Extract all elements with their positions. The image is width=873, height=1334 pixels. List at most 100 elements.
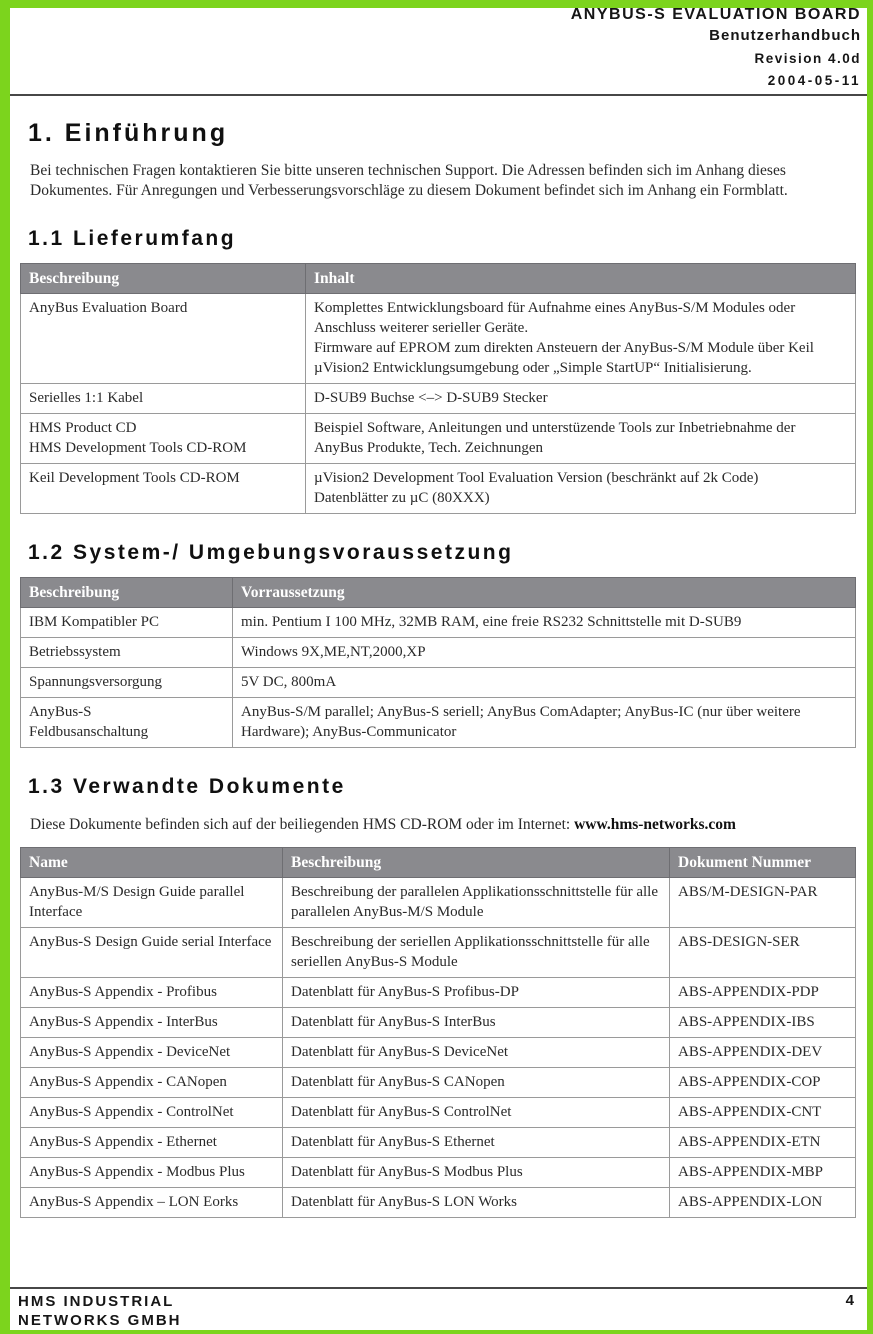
table-header-row: Beschreibung Vorraussetzung [20,577,856,608]
table-cell: AnyBus-S Appendix - ControlNet [20,1096,283,1128]
table-cell: ABS-APPENDIX-DEV [669,1036,856,1068]
table-cell: AnyBus-S Appendix - Modbus Plus [20,1156,283,1188]
table-cell: Datenblatt für AnyBus-S LON Works [282,1186,670,1218]
section-1-paragraph: Bei technischen Fragen kontaktieren Sie … [30,162,788,199]
column-header: Vorraussetzung [232,577,856,608]
table-cell: AnyBus-S Appendix - CANopen [20,1066,283,1098]
table-cell: Beschreibung der seriellen Applikationss… [282,926,670,978]
table-cell: ABS-DESIGN-SER [669,926,856,978]
table-cell: Datenblatt für AnyBus-S InterBus [282,1006,670,1038]
table-row: Keil Development Tools CD-ROM µVision2 D… [20,463,856,514]
table-row: AnyBus-S Appendix - Profibus Datenblatt … [20,976,856,1008]
table-cell: AnyBus Evaluation Board [20,293,306,384]
table-cell: ABS-APPENDIX-LON [669,1186,856,1218]
table-cell: Datenblatt für AnyBus-S ControlNet [282,1096,670,1128]
page-number: 4 [845,1292,855,1309]
table-cell: ABS-APPENDIX-CNT [669,1096,856,1128]
table-row: Spannungsversorgung 5V DC, 800mA [20,667,856,698]
table-cell: AnyBus-S Design Guide serial Interface [20,926,283,978]
document-page: ANYBUS-S EVALUATION BOARD Benutzerhandbu… [10,8,867,1330]
footer-divider [10,1287,867,1289]
doc-date: 2004-05-11 [767,73,861,88]
doc-title: ANYBUS-S EVALUATION BOARD [570,8,861,23]
table-cell: min. Pentium I 100 MHz, 32MB RAM, eine f… [232,607,856,638]
column-header: Dokument Nummer [669,846,856,878]
table-cell: ABS-APPENDIX-MBP [669,1156,856,1188]
column-header: Name [20,846,283,878]
document-body: 1. Einführung Bei technischen Fragen kon… [10,119,867,1218]
section-1-3-intro: Diese Dokumente befinden sich auf der be… [30,815,856,835]
lieferumfang-table: Beschreibung Inhalt AnyBus Evaluation Bo… [20,263,856,514]
table-row: AnyBus-M/S Design Guide parallel Interfa… [20,876,856,928]
column-header: Inhalt [305,263,856,294]
table-cell: AnyBus-S Appendix - Profibus [20,976,283,1008]
table-cell: Spannungsversorgung [20,667,233,698]
section-1-title: 1. Einführung [28,119,229,147]
table-cell: ABS-APPENDIX-COP [669,1066,856,1098]
table-cell: ABS-APPENDIX-IBS [669,1006,856,1038]
document-footer: HMS INDUSTRIAL NETWORKS GMBH 4 [10,1287,867,1330]
table-cell: HMS Product CD HMS Development Tools CD-… [20,413,306,464]
doc-subtitle: Benutzerhandbuch [709,27,861,44]
table-cell: Windows 9X,ME,NT,2000,XP [232,637,856,668]
hms-networks-link[interactable]: www.hms-networks.com [574,816,736,833]
table-header-row: Beschreibung Inhalt [20,263,856,294]
table-row: AnyBus-S Design Guide serial Interface B… [20,926,856,978]
table-cell: 5V DC, 800mA [232,667,856,698]
company-line-1: HMS INDUSTRIAL [18,1293,175,1310]
table-row: IBM Kompatibler PC min. Pentium I 100 MH… [20,607,856,638]
voraussetzung-table: Beschreibung Vorraussetzung IBM Kompatib… [20,577,856,748]
table-cell: AnyBus-S Appendix – LON Eorks [20,1186,283,1218]
table-row: AnyBus-S Appendix - Ethernet Datenblatt … [20,1126,856,1158]
table-row: AnyBus-S Appendix - ControlNet Datenblat… [20,1096,856,1128]
column-header: Beschreibung [20,577,233,608]
dokumente-table: Name Beschreibung Dokument Nummer AnyBus… [20,846,856,1218]
table-cell: Datenblatt für AnyBus-S CANopen [282,1066,670,1098]
table-row: AnyBus-S Appendix - InterBus Datenblatt … [20,1006,856,1038]
company-line-2: NETWORKS GMBH [18,1312,182,1329]
section-1-1-title: 1.1 Lieferumfang [28,227,237,250]
table-cell: D-SUB9 Buchse <–> D-SUB9 Stecker [305,383,856,414]
table-row: AnyBus Evaluation Board Komplettes Entwi… [20,293,856,384]
table-cell: AnyBus-S Feldbusanschaltung [20,697,233,748]
table-row: Betriebssystem Windows 9X,ME,NT,2000,XP [20,637,856,668]
table-cell: AnyBus-M/S Design Guide parallel Interfa… [20,876,283,928]
intro-text: Diese Dokumente befinden sich auf der be… [30,816,575,833]
table-cell: AnyBus-S Appendix - InterBus [20,1006,283,1038]
table-cell: Datenblatt für AnyBus-S DeviceNet [282,1036,670,1068]
table-cell: Datenblatt für AnyBus-S Profibus-DP [282,976,670,1008]
table-cell: IBM Kompatibler PC [20,607,233,638]
table-cell: AnyBus-S Appendix - DeviceNet [20,1036,283,1068]
table-row: AnyBus-S Appendix – LON Eorks Datenblatt… [20,1186,856,1218]
table-row: AnyBus-S Feldbusanschaltung AnyBus-S/M p… [20,697,856,748]
table-cell: Betriebssystem [20,637,233,668]
table-header-row: Name Beschreibung Dokument Nummer [20,846,856,878]
doc-revision: Revision 4.0d [754,51,861,66]
header-divider [10,94,867,96]
table-cell: µVision2 Development Tool Evaluation Ver… [305,463,856,514]
table-row: AnyBus-S Appendix - CANopen Datenblatt f… [20,1066,856,1098]
table-cell: Datenblatt für AnyBus-S Modbus Plus [282,1156,670,1188]
table-cell: AnyBus-S/M parallel; AnyBus-S seriell; A… [232,697,856,748]
table-cell: Keil Development Tools CD-ROM [20,463,306,514]
table-cell: Serielles 1:1 Kabel [20,383,306,414]
table-cell: Komplettes Entwicklungsboard für Aufnahm… [305,293,856,384]
table-row: HMS Product CD HMS Development Tools CD-… [20,413,856,464]
table-cell: ABS-APPENDIX-PDP [669,976,856,1008]
column-header: Beschreibung [20,263,306,294]
column-header: Beschreibung [282,846,670,878]
document-header: ANYBUS-S EVALUATION BOARD Benutzerhandbu… [10,8,867,89]
section-1-3-title: 1.3 Verwandte Dokumente [28,775,346,798]
table-cell: Beispiel Software, Anleitungen und unter… [305,413,856,464]
table-row: AnyBus-S Appendix - DeviceNet Datenblatt… [20,1036,856,1068]
table-cell: Beschreibung der parallelen Applikations… [282,876,670,928]
table-cell: ABS/M-DESIGN-PAR [669,876,856,928]
section-1-2-title: 1.2 System-/ Umgebungsvoraussetzung [28,541,514,564]
table-cell: AnyBus-S Appendix - Ethernet [20,1126,283,1158]
table-cell: ABS-APPENDIX-ETN [669,1126,856,1158]
table-row: Serielles 1:1 Kabel D-SUB9 Buchse <–> D-… [20,383,856,414]
table-cell: Datenblatt für AnyBus-S Ethernet [282,1126,670,1158]
table-row: AnyBus-S Appendix - Modbus Plus Datenbla… [20,1156,856,1188]
company-name: HMS INDUSTRIAL NETWORKS GMBH [18,1292,182,1330]
